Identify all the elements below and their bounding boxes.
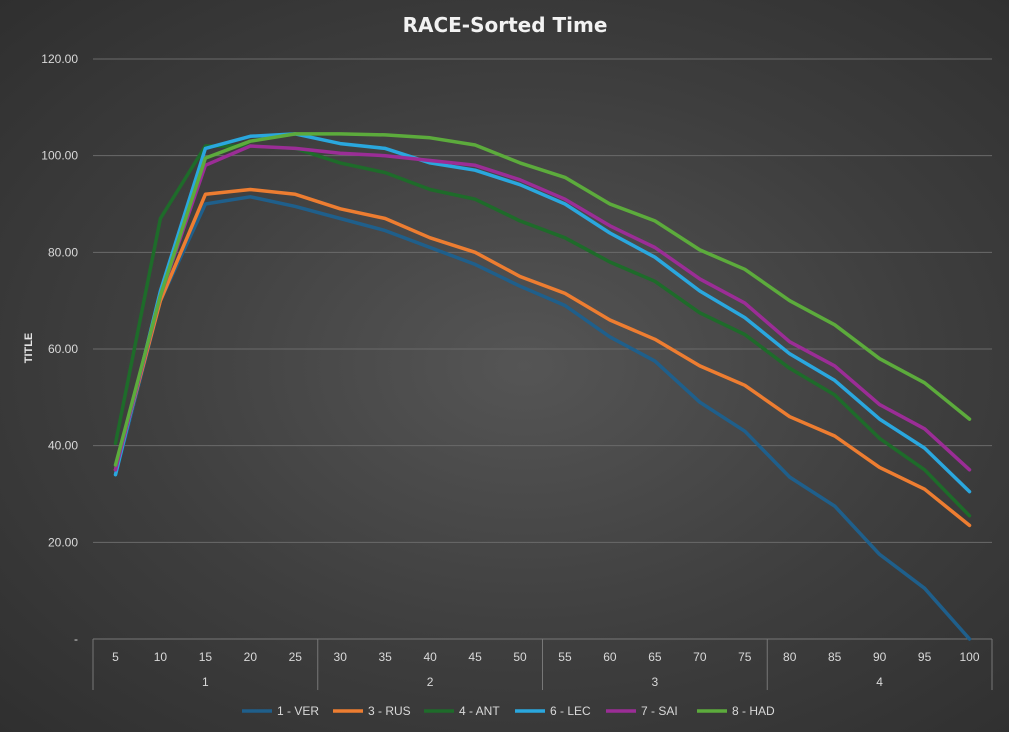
legend-label: 8 - HAD [732, 704, 775, 718]
y-axis-label: TITLE [23, 333, 35, 364]
x-tick-label: 10 [154, 650, 168, 664]
x-axis: 5 10 15 20 25 30 35 40 45 50 55 60 65 70 75 80 85 90 95 100… [92, 638, 993, 690]
x-tick-label: 100 [960, 650, 980, 664]
x-group-label: 1 [202, 675, 209, 689]
x-tick-label: 65 [648, 650, 662, 664]
series-lines [113, 132, 972, 641]
x-tick-label: 40 [423, 650, 437, 664]
legend: 1 - VER 3 - RUS 4 - ANT 6 - LEC 7 - SAI 8 - H… [242, 704, 775, 718]
x-tick-label: 50 [513, 650, 527, 664]
y-tick-label: 20.00 [48, 535, 78, 549]
x-tick-label: 75 [738, 650, 752, 664]
legend-label: 7 - SAI [641, 704, 678, 718]
series-line-8-had [113, 132, 972, 467]
x-tick-label: 85 [828, 650, 842, 664]
series-line-1-ver [113, 195, 972, 641]
x-group-label: 4 [876, 675, 883, 689]
x-tick-label: 55 [558, 650, 572, 664]
x-tick-label: 20 [244, 650, 258, 664]
x-tick-label: 35 [378, 650, 392, 664]
x-tick-label: 45 [468, 650, 482, 664]
chart-title: RACE-Sorted Time [403, 13, 608, 37]
y-tick-label: - [74, 632, 78, 646]
y-tick-label: 80.00 [48, 245, 78, 259]
x-tick-label: 5 [112, 650, 119, 664]
y-tick-label: 100.00 [41, 149, 78, 163]
x-group-label: 3 [652, 675, 659, 689]
x-tick-label: 80 [783, 650, 797, 664]
gridlines: - 20.00 40.00 60.00 80.00 100.00 120.00 [41, 52, 992, 646]
y-tick-label: 60.00 [48, 342, 78, 356]
x-tick-label: 60 [603, 650, 617, 664]
legend-label: 3 - RUS [368, 704, 411, 718]
x-group-label: 2 [427, 675, 434, 689]
legend-label: 1 - VER [277, 704, 319, 718]
x-tick-label: 70 [693, 650, 707, 664]
series-line-7-sai [113, 144, 972, 472]
x-tick-label: 95 [918, 650, 932, 664]
y-tick-label: 40.00 [48, 439, 78, 453]
series-line-6-lec [113, 132, 972, 494]
legend-label: 6 - LEC [550, 704, 591, 718]
x-tick-label: 25 [289, 650, 303, 664]
series-line-3-rus [113, 187, 972, 528]
y-tick-label: 120.00 [41, 52, 78, 66]
x-tick-label: 30 [334, 650, 348, 664]
x-tick-label: 15 [199, 650, 213, 664]
x-tick-label: 90 [873, 650, 887, 664]
legend-label: 4 - ANT [459, 704, 500, 718]
